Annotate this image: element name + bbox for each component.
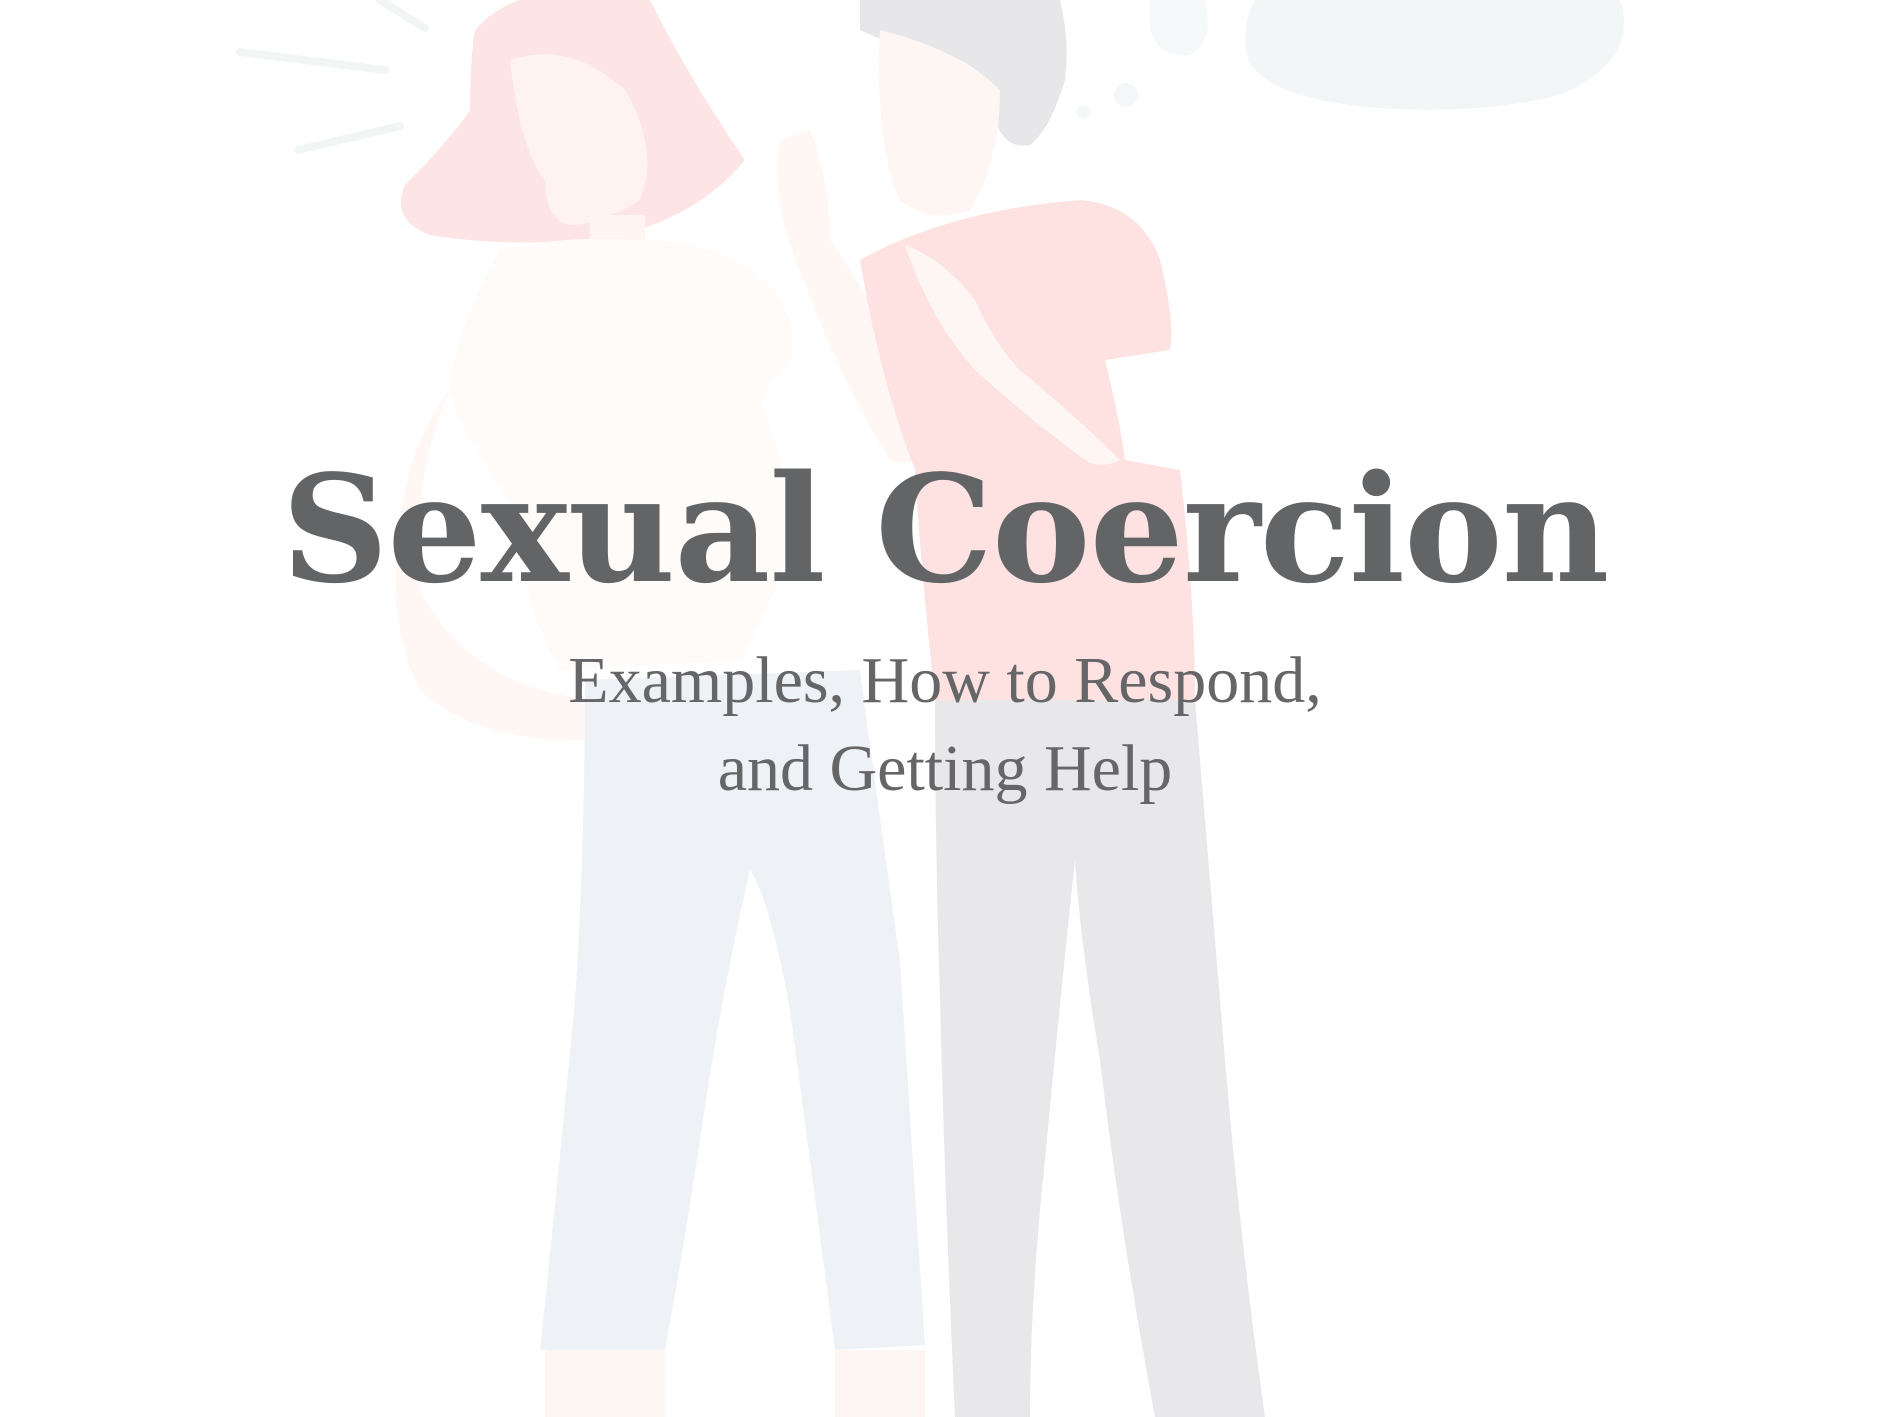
man-figure	[860, 0, 1265, 1417]
page-title: Sexual Coercion	[281, 442, 1610, 616]
subtitle-line-1: Examples, How to Respond,	[568, 644, 1322, 717]
subtitle-line-2: and Getting Help	[717, 732, 1173, 805]
shout-lines-icon	[236, 0, 429, 154]
page-subtitle: Examples, How to Respond, and Getting He…	[0, 637, 1890, 813]
title-block: Sexual Coercion Examples, How to Respond…	[0, 455, 1890, 813]
thought-bubble-icon	[1076, 0, 1624, 119]
